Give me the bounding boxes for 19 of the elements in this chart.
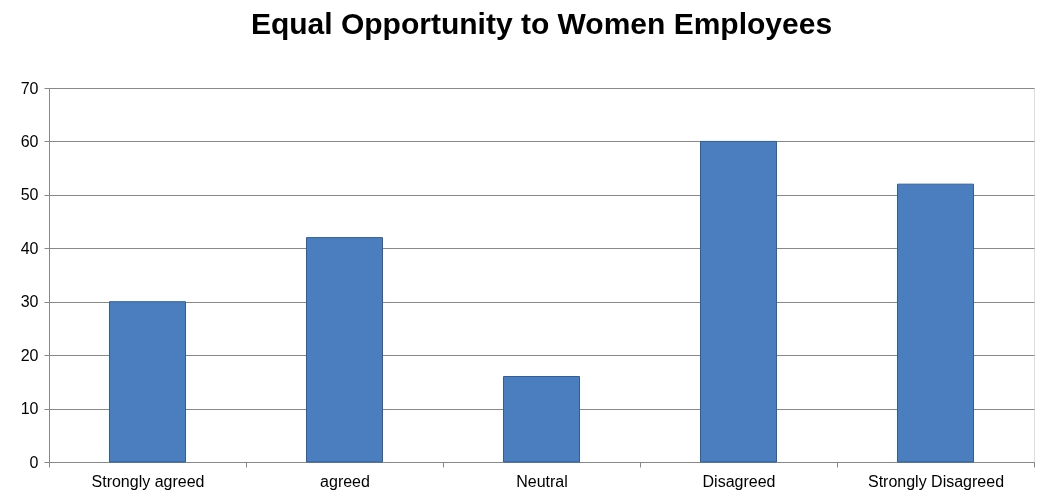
y-tick-label: 40 (20, 239, 39, 257)
x-tick-label: Disagreed (702, 472, 776, 490)
y-tick-label: 60 (20, 132, 39, 150)
x-tick-label: agreed (320, 472, 370, 490)
y-tick-label: 0 (29, 453, 39, 471)
bar (700, 140, 777, 463)
bar (897, 183, 974, 463)
y-tick-label: 50 (20, 186, 39, 204)
x-tick-label: Strongly Disagreed (867, 472, 1005, 490)
x-tick-label: Neutral (516, 472, 568, 490)
x-tick-label: Strongly agreed (91, 472, 205, 490)
y-tick-label: 10 (20, 400, 39, 418)
bar (109, 301, 186, 463)
chart-title: Equal Opportunity to Women Employees (250, 7, 833, 40)
bar (306, 237, 383, 463)
y-tick-label: 20 (20, 346, 39, 364)
bar (503, 376, 580, 463)
y-tick-label: 70 (20, 79, 39, 97)
y-tick-label: 30 (20, 293, 39, 311)
